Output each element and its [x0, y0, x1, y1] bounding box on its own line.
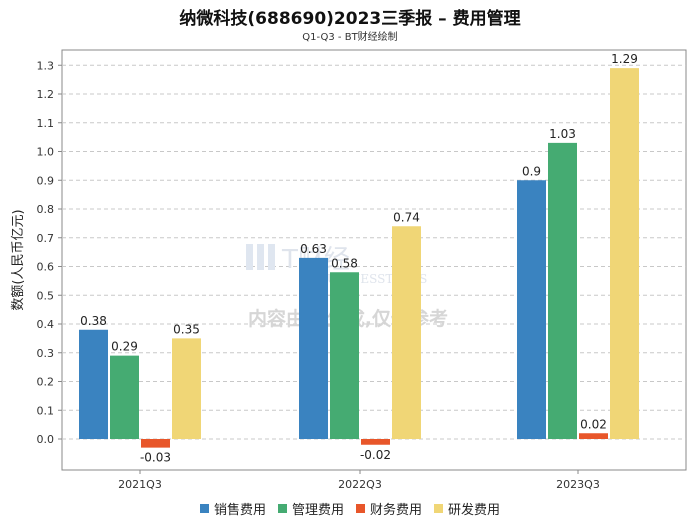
bar [392, 226, 421, 439]
y-tick-label: 0.4 [37, 318, 55, 331]
bar-value-label: 1.29 [611, 52, 638, 66]
chart-subtitle: Q1-Q3 - BT财经绘制 [302, 32, 398, 43]
y-tick-label: 1.0 [37, 146, 55, 159]
legend-swatch [434, 504, 444, 513]
y-tick-label: 1.1 [37, 117, 55, 130]
bar [517, 180, 546, 439]
bar-value-label: 0.38 [80, 314, 107, 328]
y-tick-label: 0.9 [37, 174, 55, 187]
y-axis-label: 数额(人民币亿元) [11, 209, 26, 310]
chart-legend: 销售费用 管理费用 财务费用 研发费用 [0, 499, 700, 518]
bar [610, 68, 639, 439]
legend-swatch [356, 504, 365, 513]
bar [330, 272, 359, 439]
legend-label: 财务费用 [370, 503, 423, 518]
bar-value-label: 0.35 [173, 322, 200, 336]
y-tick-label: 0.0 [37, 433, 55, 446]
legend-label: 研发费用 [448, 503, 501, 518]
bar [299, 257, 328, 439]
bar [361, 439, 390, 445]
x-tick-label: 2023Q3 [556, 478, 600, 491]
bar [110, 355, 139, 439]
legend-label: 销售费用 [213, 503, 266, 518]
watermark-logo-bar [257, 244, 264, 270]
bar [79, 329, 108, 439]
legend-swatch [277, 504, 287, 513]
bar-value-label: -0.02 [360, 448, 391, 462]
y-tick-label: 1.3 [37, 59, 55, 72]
bar-value-label: -0.03 [140, 451, 171, 465]
x-tick-label: 2022Q3 [338, 478, 382, 491]
legend-swatch [199, 504, 209, 513]
y-tick-label: 1.2 [37, 88, 55, 101]
bar-value-label: 0.74 [393, 210, 420, 224]
y-tick-label: 0.7 [37, 232, 55, 245]
watermark-logo-bar [268, 244, 275, 270]
legend-item: 销售费用 [199, 499, 266, 518]
y-tick-label: 0.6 [37, 261, 55, 274]
bar [172, 338, 201, 439]
legend-label: 管理费用 [291, 503, 344, 518]
bar-value-label: 0.9 [522, 164, 541, 178]
plot-frame [61, 49, 687, 471]
watermark-logo-bar [246, 244, 253, 270]
y-tick-label: 0.3 [37, 347, 55, 360]
y-tick-label: 0.5 [37, 289, 55, 302]
y-tick-label: 0.8 [37, 203, 55, 216]
bar [548, 142, 577, 439]
bar [579, 433, 608, 439]
y-tick-label: 0.2 [37, 376, 55, 389]
x-tick-label: 2021Q3 [118, 478, 162, 491]
legend-item: 研发费用 [434, 499, 500, 518]
bar-value-label: 0.63 [300, 242, 327, 256]
legend-item: 管理费用 [277, 499, 344, 518]
bar-value-label: 0.58 [331, 256, 358, 270]
bar-value-label: 0.02 [580, 417, 607, 431]
bar [141, 439, 170, 448]
bar-value-label: 1.03 [549, 127, 576, 141]
bar-value-label: 0.29 [111, 340, 138, 354]
chart-title: 纳微科技(688690)2023三季报 – 费用管理 [179, 9, 521, 29]
legend-item: 财务费用 [356, 499, 422, 518]
y-tick-label: 0.1 [37, 404, 55, 417]
